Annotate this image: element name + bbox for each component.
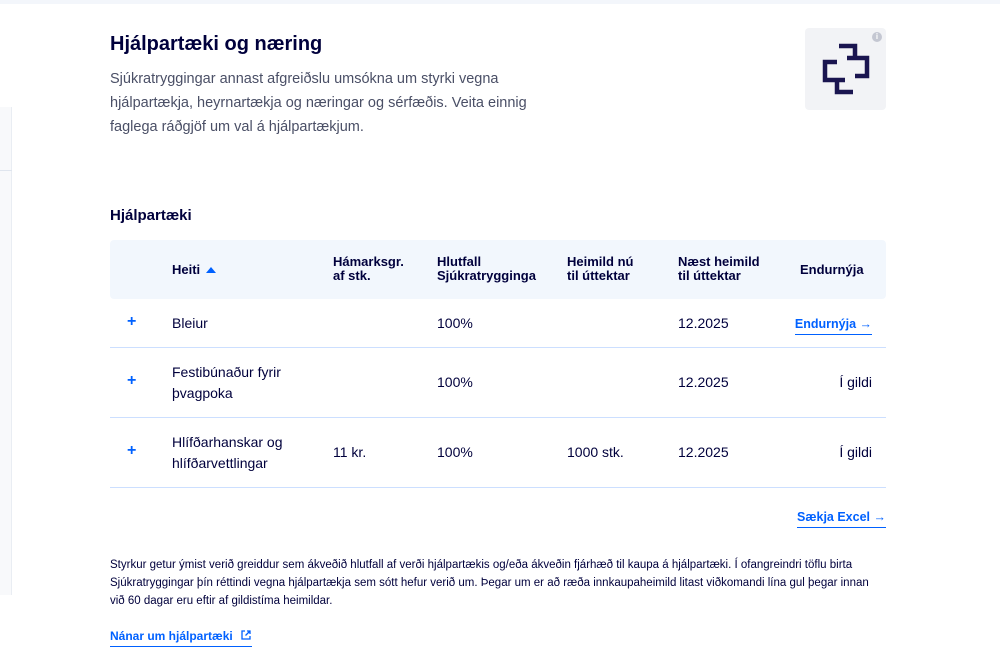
page-title: Hjálpartæki og næring	[110, 33, 323, 55]
expand-row-button[interactable]: +	[127, 372, 137, 389]
table-row: + Hlífðarhanskar og hlífðarvettlingar 11…	[110, 418, 886, 488]
column-header-heimild: Heimild nú til úttektar	[567, 254, 634, 283]
sidebar-divider	[0, 170, 12, 171]
cell-hlutfall: 100%	[437, 444, 473, 460]
expand-row-button[interactable]: +	[127, 313, 137, 330]
more-about-hjalpartaeki-link[interactable]: Nánar um hjálpartæki	[110, 629, 253, 647]
left-sidebar-edge	[0, 107, 12, 595]
table-row: + Bleiur 100% 12.2025 Endurnýja →	[110, 299, 886, 348]
column-header-heiti[interactable]: Heiti	[172, 263, 217, 277]
cell-hlutfall: 100%	[437, 315, 473, 331]
cell-naest: 12.2025	[678, 444, 729, 460]
cell-hlutfall: 100%	[437, 374, 473, 390]
intro-text: Sjúkratryggingar annast afgreiðslu umsók…	[110, 71, 527, 135]
sort-ascending-icon[interactable]	[206, 267, 217, 273]
top-strip	[0, 0, 1000, 4]
footnote-text: Styrkur getur ýmist verið greiddur sem á…	[110, 559, 869, 607]
status-text: Í gildi	[839, 374, 872, 390]
external-link-icon	[241, 630, 251, 640]
status-text: Í gildi	[839, 444, 872, 460]
sjukratryggingar-logo-icon	[822, 43, 870, 95]
hjalpartaeki-table: Heiti Hámarksgr. af stk. Hlutfall Sjúkra…	[110, 240, 886, 488]
column-header-hamarks: Hámarksgr. af stk.	[333, 254, 404, 283]
logo-card	[805, 28, 886, 110]
expand-row-button[interactable]: +	[127, 442, 137, 459]
table-row: + Festibúnaður fyrir þvagpoka 100% 12.20…	[110, 348, 886, 418]
column-header-naest: Næst heimild til úttektar	[678, 254, 760, 283]
endurnyja-link[interactable]: Endurnýja →	[794, 317, 872, 335]
cell-heimild: 1000 stk.	[567, 444, 624, 460]
cell-naest: 12.2025	[678, 374, 729, 390]
column-header-endurnyja: Endurnýja	[800, 262, 864, 277]
column-header-hlutfall: Hlutfall Sjúkratrygginga	[437, 254, 536, 283]
section-title: Hjálpartæki	[110, 207, 192, 224]
info-icon[interactable]: i	[872, 32, 882, 42]
cell-hamarks: 11 kr.	[333, 444, 367, 460]
cell-heiti: Hlífðarhanskar og hlífðarvettlingar	[172, 434, 283, 471]
cell-heiti: Bleiur	[172, 315, 208, 331]
download-excel-link[interactable]: Sækja Excel →	[797, 510, 886, 528]
cell-heiti: Festibúnaður fyrir þvagpoka	[172, 364, 281, 401]
cell-naest: 12.2025	[678, 315, 729, 331]
table-header: Heiti Hámarksgr. af stk. Hlutfall Sjúkra…	[110, 240, 886, 299]
